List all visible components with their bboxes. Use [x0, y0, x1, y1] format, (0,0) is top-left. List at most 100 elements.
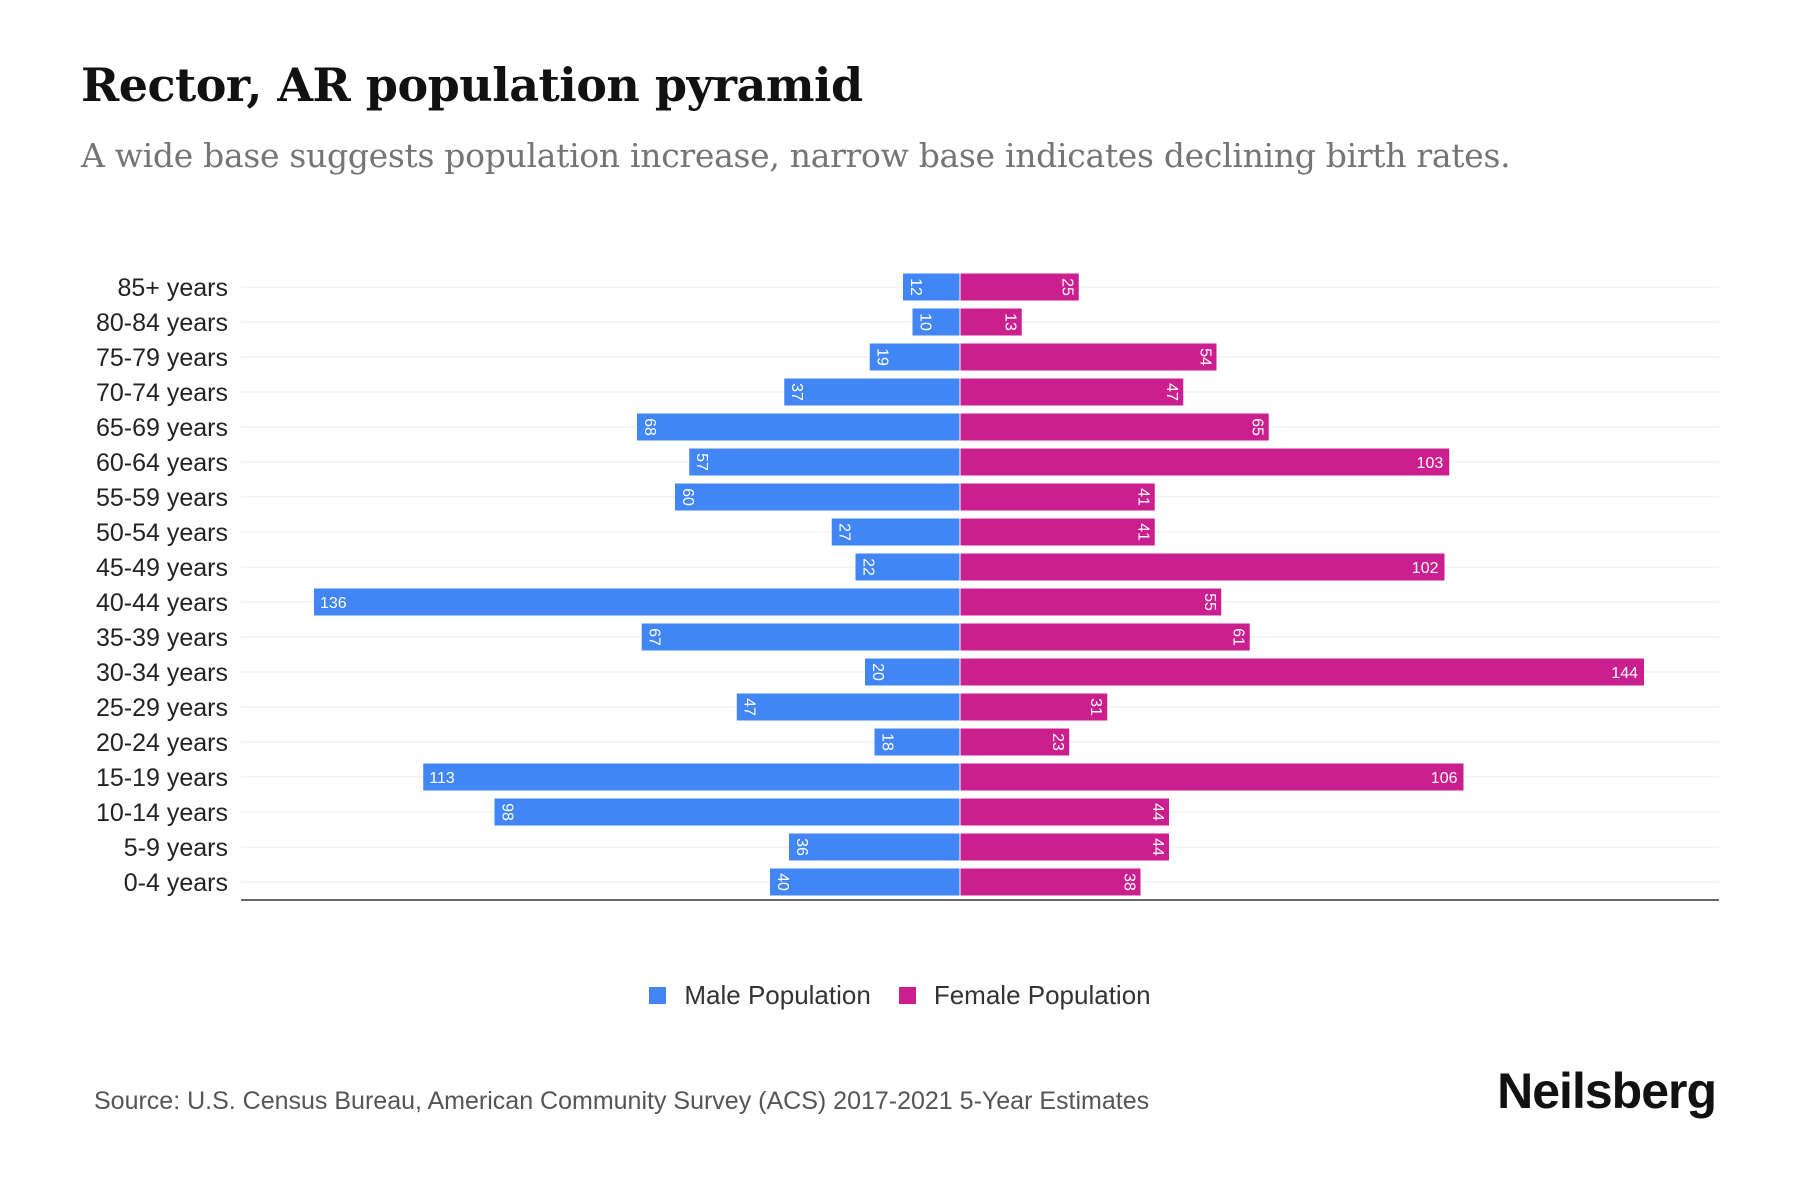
female-value-label: 41: [1135, 488, 1152, 506]
female-value-label: 106: [1431, 770, 1458, 787]
y-tick-label: 40-44 years: [96, 589, 228, 617]
male-value-label: 57: [693, 453, 710, 471]
y-tick-label: 45-49 years: [96, 554, 228, 582]
female-bar: [960, 483, 1155, 511]
male-bar: [869, 343, 960, 371]
female-bar: [960, 518, 1155, 546]
female-bar: [960, 588, 1222, 616]
male-value-label: 113: [429, 770, 455, 787]
male-value-label: 22: [859, 558, 876, 576]
male-value-label: 20: [869, 663, 886, 681]
female-value-label: 55: [1201, 593, 1218, 611]
chart-title: Rector, AR population pyramid: [81, 58, 863, 112]
female-value-label: 65: [1249, 418, 1266, 436]
male-bar: [789, 833, 960, 861]
chart-subtitle: A wide base suggests population increase…: [81, 136, 1511, 175]
female-bar: [960, 728, 1070, 756]
y-tick-label: 5-9 years: [124, 834, 228, 862]
legend-item-female: Female Population: [898, 980, 1151, 1011]
male-bar: [770, 868, 960, 896]
male-value-label: 12: [907, 278, 924, 296]
female-bar: [960, 413, 1269, 441]
female-bar: [960, 868, 1141, 896]
male-value-label: 98: [498, 803, 515, 821]
male-bar: [912, 308, 960, 336]
y-tick-label: 65-69 years: [96, 414, 228, 442]
legend-label-male: Male Population: [684, 980, 871, 1010]
female-value-label: 31: [1087, 698, 1104, 716]
female-value-label: 23: [1049, 733, 1066, 751]
legend-swatch-female: [898, 987, 916, 1004]
y-tick-label: 20-24 years: [96, 729, 228, 757]
male-value-label: 10: [916, 313, 933, 331]
brand-logo: Neilsberg: [1497, 1063, 1717, 1119]
male-bar: [494, 798, 960, 826]
female-bar: [960, 553, 1445, 581]
y-tick-label: 55-59 years: [96, 484, 228, 512]
female-bar: [960, 273, 1079, 301]
female-value-label: 44: [1149, 838, 1166, 856]
y-tick-label: 0-4 years: [124, 869, 228, 897]
male-value-label: 19: [874, 348, 891, 366]
male-value-label: 37: [788, 383, 805, 401]
y-tick-label: 70-74 years: [96, 379, 228, 407]
male-bar: [637, 413, 960, 441]
female-value-label: 144: [1611, 665, 1638, 682]
female-value-label: 44: [1149, 803, 1166, 821]
female-value-label: 13: [1002, 313, 1019, 331]
female-value-label: 61: [1230, 628, 1247, 646]
female-value-label: 41: [1135, 523, 1152, 541]
male-bar: [903, 273, 960, 301]
legend: Male Population Female Population: [0, 980, 1800, 1011]
female-bar: [960, 693, 1108, 721]
female-bar: [960, 623, 1250, 651]
male-bar: [736, 693, 960, 721]
female-bar: [960, 308, 1022, 336]
female-bar: [960, 798, 1169, 826]
y-tick-label: 60-64 years: [96, 449, 228, 477]
female-value-label: 102: [1412, 560, 1439, 577]
male-bar: [831, 518, 960, 546]
female-value-label: 54: [1196, 348, 1213, 366]
male-bar: [865, 658, 960, 686]
y-tick-label: 25-29 years: [96, 694, 228, 722]
legend-item-male: Male Population: [649, 980, 871, 1011]
male-value-label: 36: [793, 838, 810, 856]
female-bar: [960, 658, 1644, 686]
male-bar: [314, 588, 960, 616]
male-bar: [855, 553, 960, 581]
y-tick-label: 75-79 years: [96, 344, 228, 372]
female-bar: [960, 763, 1464, 791]
male-bar: [641, 623, 960, 651]
y-tick-label: 35-39 years: [96, 624, 228, 652]
female-value-label: 25: [1059, 278, 1076, 296]
male-value-label: 60: [679, 488, 696, 506]
female-bar: [960, 448, 1450, 476]
male-value-label: 47: [741, 698, 758, 716]
female-bar: [960, 378, 1184, 406]
y-tick-label: 15-19 years: [96, 764, 228, 792]
population-pyramid-chart: 85+ years 80-84 years 75-79 years 70-74 yea…: [96, 271, 1719, 901]
y-tick-label: 85+ years: [118, 274, 229, 302]
female-bar: [960, 833, 1169, 861]
y-tick-label: 10-14 years: [96, 799, 228, 827]
male-value-label: 18: [878, 733, 895, 751]
male-bar: [689, 448, 960, 476]
male-value-label: 40: [774, 873, 791, 891]
y-tick-label: 30-34 years: [96, 659, 228, 687]
male-value-label: 136: [320, 595, 347, 612]
male-bar: [784, 378, 960, 406]
male-value-label: 67: [646, 628, 663, 646]
legend-swatch-male: [649, 987, 667, 1004]
female-value-label: 38: [1120, 873, 1137, 891]
y-tick-label: 80-84 years: [96, 309, 228, 337]
male-bar: [874, 728, 960, 756]
source-note: Source: U.S. Census Bureau, American Com…: [94, 1087, 1150, 1115]
male-value-label: 27: [836, 523, 853, 541]
female-value-label: 47: [1163, 383, 1180, 401]
male-value-label: 68: [641, 418, 658, 436]
legend-label-female: Female Population: [933, 980, 1151, 1010]
y-tick-label: 50-54 years: [96, 519, 228, 547]
male-bar: [675, 483, 960, 511]
female-value-label: 103: [1417, 455, 1444, 472]
